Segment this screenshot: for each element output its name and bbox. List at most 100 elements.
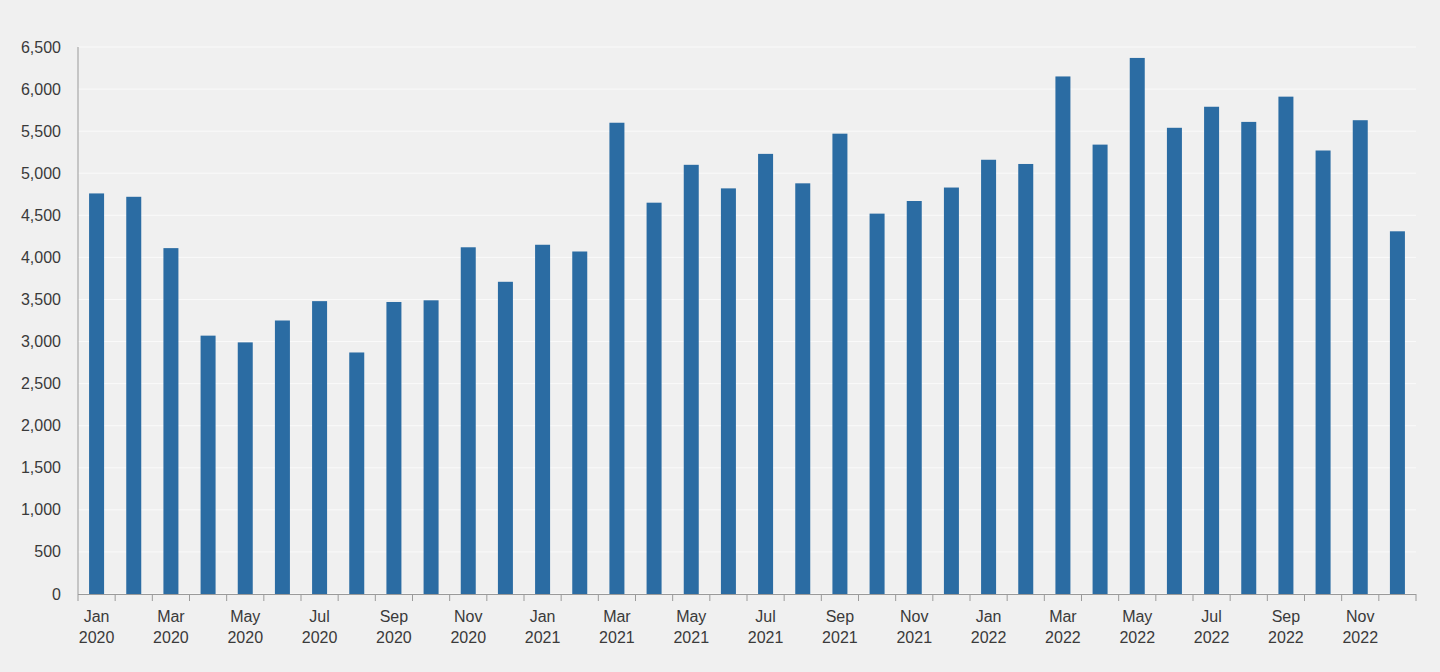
bar xyxy=(498,282,513,594)
x-tick-mark xyxy=(152,594,153,601)
x-tick-label: Jul2022 xyxy=(1194,608,1230,646)
x-tick-mark xyxy=(486,594,487,601)
x-tick-mark xyxy=(1416,594,1417,601)
x-tick-label: Sep2020 xyxy=(376,608,412,646)
y-tick-label: 3,000 xyxy=(21,333,61,350)
x-tick-label: Sep2022 xyxy=(1268,608,1304,646)
x-tick-label: May2021 xyxy=(673,608,709,646)
bar xyxy=(795,183,810,594)
x-tick-mark xyxy=(263,594,264,601)
bar xyxy=(1204,107,1219,594)
bar xyxy=(1241,122,1256,594)
bars xyxy=(89,58,1405,594)
x-tick-label: Jan2021 xyxy=(525,608,561,646)
x-tick-mark xyxy=(747,594,748,601)
x-tick-label: Mar2021 xyxy=(599,608,635,646)
x-tick-mark xyxy=(858,594,859,601)
x-tick-mark xyxy=(1007,594,1008,601)
x-tick-mark xyxy=(635,594,636,601)
y-tick-label: 6,500 xyxy=(21,39,61,56)
bar xyxy=(832,134,847,594)
x-tick-mark xyxy=(1378,594,1379,601)
x-tick-mark xyxy=(1230,594,1231,601)
y-tick-label: 3,500 xyxy=(21,291,61,308)
bar xyxy=(1390,231,1405,594)
x-tick-label: Mar2022 xyxy=(1045,608,1081,646)
x-tick-mark xyxy=(1193,594,1194,601)
bar xyxy=(870,214,885,594)
x-tick-label: Jul2020 xyxy=(302,608,338,646)
x-tick-mark xyxy=(1081,594,1082,601)
x-tick-mark xyxy=(338,594,339,601)
y-tick-label: 4,500 xyxy=(21,207,61,224)
x-tick-mark xyxy=(1118,594,1119,601)
bar xyxy=(758,154,773,594)
x-tick-mark xyxy=(561,594,562,601)
x-tick-mark xyxy=(115,594,116,601)
bar xyxy=(163,248,178,594)
x-tick-mark xyxy=(301,594,302,601)
bar xyxy=(609,123,624,594)
bar xyxy=(1018,164,1033,594)
x-tick-mark xyxy=(932,594,933,601)
bar xyxy=(981,160,996,594)
grid-line xyxy=(78,89,1416,90)
bar xyxy=(647,203,662,594)
grid-line xyxy=(78,47,1416,48)
bar xyxy=(386,302,401,594)
bar xyxy=(126,197,141,594)
x-tick-mark xyxy=(1341,594,1342,601)
y-tick-label: 1,500 xyxy=(21,459,61,476)
y-tick-label: 6,000 xyxy=(21,81,61,98)
bar xyxy=(312,301,327,594)
x-tick-mark xyxy=(1155,594,1156,601)
bar xyxy=(535,245,550,594)
x-tick-label: Mar2020 xyxy=(153,608,189,646)
y-tick-label: 500 xyxy=(34,543,61,560)
x-tick-mark xyxy=(970,594,971,601)
bar xyxy=(1055,76,1070,594)
x-tick-mark xyxy=(189,594,190,601)
y-tick-label: 4,000 xyxy=(21,249,61,266)
y-axis-line xyxy=(78,47,79,594)
background xyxy=(0,0,1440,672)
x-tick-mark xyxy=(226,594,227,601)
bar xyxy=(1278,97,1293,594)
x-tick-label: Jan2020 xyxy=(79,608,115,646)
x-tick-mark xyxy=(821,594,822,601)
x-tick-mark xyxy=(78,594,79,601)
y-tick-label: 0 xyxy=(52,586,61,603)
bar xyxy=(907,201,922,594)
bar xyxy=(238,342,253,594)
x-tick-mark xyxy=(672,594,673,601)
y-tick-label: 1,000 xyxy=(21,501,61,518)
x-tick-mark xyxy=(784,594,785,601)
bar xyxy=(1130,58,1145,594)
bar xyxy=(424,300,439,594)
x-tick-label: Jan2022 xyxy=(971,608,1007,646)
x-tick-mark xyxy=(598,594,599,601)
bar xyxy=(572,251,587,594)
bar xyxy=(1093,145,1108,594)
x-tick-label: Jul2021 xyxy=(748,608,784,646)
x-tick-mark xyxy=(1304,594,1305,601)
x-tick-label: Nov2022 xyxy=(1342,608,1378,646)
bar xyxy=(1316,151,1331,594)
x-tick-mark xyxy=(412,594,413,601)
x-tick-label: May2022 xyxy=(1119,608,1155,646)
x-tick-mark xyxy=(375,594,376,601)
y-tick-label: 2,500 xyxy=(21,375,61,392)
x-tick-label: May2020 xyxy=(227,608,263,646)
y-tick-label: 5,000 xyxy=(21,165,61,182)
x-tick-mark xyxy=(449,594,450,601)
x-tick-mark xyxy=(1044,594,1045,601)
x-tick-mark xyxy=(895,594,896,601)
y-tick-label: 2,000 xyxy=(21,417,61,434)
x-tick-label: Nov2020 xyxy=(450,608,486,646)
x-tick-mark xyxy=(524,594,525,601)
bar xyxy=(1353,120,1368,594)
bar xyxy=(944,188,959,594)
y-tick-label: 5,500 xyxy=(21,123,61,140)
bar xyxy=(201,336,216,594)
bar xyxy=(89,193,104,594)
